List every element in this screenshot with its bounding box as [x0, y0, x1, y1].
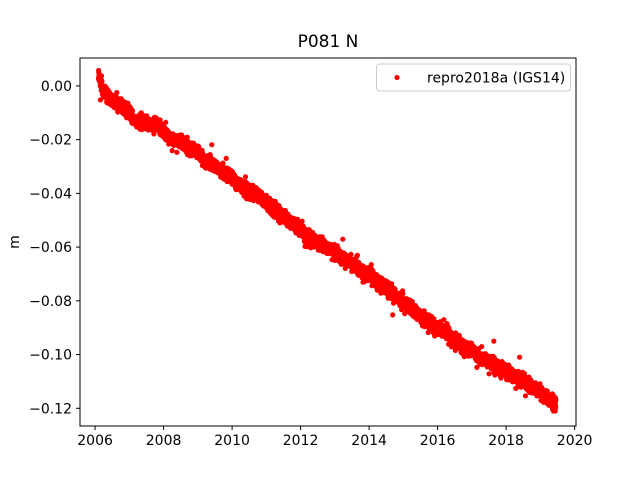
legend-label: repro2018a (IGS14) — [427, 71, 565, 87]
data-point — [223, 155, 229, 161]
x-tick-label: 2012 — [283, 433, 319, 449]
data-point — [425, 329, 431, 336]
legend: repro2018a (IGS14) — [376, 63, 571, 92]
data-point — [163, 119, 169, 125]
y-tick-label: −0.04 — [29, 186, 72, 202]
data-point — [441, 317, 447, 323]
legend-frame — [376, 63, 571, 92]
data-point — [220, 160, 226, 166]
x-tick-label: 2018 — [488, 433, 524, 449]
data-point — [474, 364, 480, 370]
data-point — [151, 131, 157, 137]
data-point — [517, 354, 523, 360]
x-tick-label: 2016 — [420, 433, 456, 449]
data-point — [390, 312, 396, 318]
data-point — [209, 142, 215, 148]
data-point — [354, 252, 360, 258]
data-point — [486, 371, 492, 377]
y-tick-label: −0.02 — [29, 133, 72, 149]
data-point — [114, 90, 120, 96]
data-point — [99, 78, 105, 85]
x-tick-label: 2008 — [146, 433, 182, 449]
data-point — [368, 262, 374, 268]
data-point — [389, 281, 395, 287]
x-tick-label: 2020 — [557, 433, 593, 449]
data-point — [553, 397, 559, 403]
y-tick-label: −0.12 — [29, 401, 72, 417]
x-tick-label: 2006 — [77, 433, 113, 449]
data-point — [409, 299, 415, 305]
axes-border — [79, 57, 577, 427]
data-point — [169, 148, 175, 154]
y-tick-label: 0.00 — [41, 79, 72, 95]
legend-marker-dot-icon — [394, 74, 400, 81]
data-point — [242, 174, 249, 180]
data-point — [129, 108, 136, 114]
data-point — [400, 291, 406, 297]
x-tick-label: 2010 — [214, 433, 250, 449]
y-axis-ticks: 0.00 −0.02 −0.04 −0.06 −0.08 −0.10 −0.12 — [29, 79, 80, 417]
data-point — [299, 218, 305, 224]
data-point — [522, 393, 529, 399]
data-point — [491, 338, 497, 344]
data-point — [553, 405, 559, 411]
x-tick-label: 2014 — [351, 433, 387, 449]
x-axis-ticks: 2006 2008 2010 2012 2014 2016 2018 2020 — [77, 426, 592, 449]
data-point — [348, 251, 354, 257]
data-point — [479, 344, 485, 350]
y-axis-label: m — [7, 235, 23, 249]
chart-title: P081 N — [298, 32, 359, 52]
data-point — [98, 73, 105, 79]
data-point — [340, 236, 346, 242]
data-points-series-repro2018a — [95, 67, 559, 414]
y-tick-label: −0.10 — [29, 348, 72, 364]
y-tick-label: −0.06 — [29, 240, 72, 256]
y-tick-label: −0.08 — [29, 294, 72, 310]
data-point — [174, 149, 180, 155]
